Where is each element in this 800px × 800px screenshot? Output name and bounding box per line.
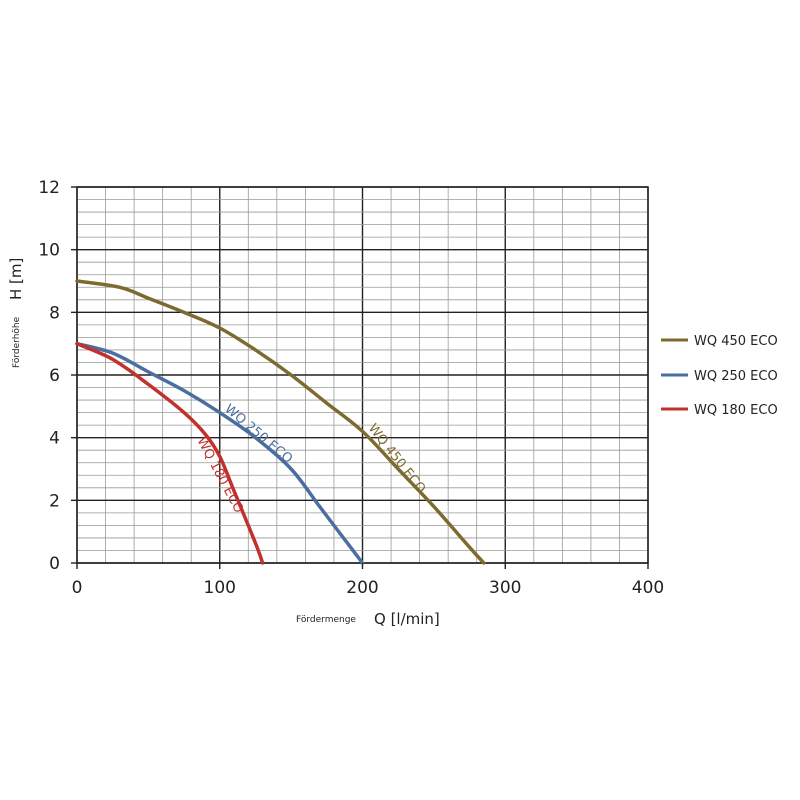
y-axis-label-prefix: Förderhöhe — [12, 316, 22, 368]
y-tick-label: 0 — [49, 554, 60, 574]
grid — [76, 186, 649, 564]
legend-label-wq250: WQ 250 ECO — [694, 369, 778, 384]
series-line-wq-180-eco — [75, 341, 265, 565]
x-axis-label-prefix: Fördermenge — [296, 615, 356, 625]
x-axis-label: Q [l/min] — [374, 610, 440, 628]
curve-labels: WQ 450 ECO WQ 250 ECO WQ 180 ECO — [193, 402, 428, 516]
x-tick-label: 300 — [489, 578, 521, 598]
x-tick-label: 400 — [632, 578, 664, 598]
curve-label-wq450: WQ 450 ECO — [365, 421, 428, 496]
curve-label-wq250: WQ 250 ECO — [221, 402, 295, 467]
y-tick-label: 10 — [38, 241, 60, 261]
x-tick-label: 0 — [72, 578, 83, 598]
legend-label-wq450: WQ 450 ECO — [694, 334, 778, 349]
y-tick-label: 12 — [38, 178, 60, 198]
y-tick-label: 8 — [49, 303, 60, 323]
legend-label-wq180: WQ 180 ECO — [694, 403, 778, 418]
series-line-wq-250-eco — [75, 341, 365, 565]
x-tick-label: 100 — [204, 578, 236, 598]
series-line-wq-450-eco — [75, 279, 486, 565]
y-axis-label: H [m] — [7, 258, 25, 300]
y-tick-label: 4 — [49, 429, 60, 449]
series-lines — [75, 279, 486, 565]
legend: WQ 450 ECO WQ 250 ECO WQ 180 ECO — [661, 334, 778, 418]
y-tick-label: 6 — [49, 366, 60, 386]
x-tick-label: 200 — [346, 578, 378, 598]
y-tick-label: 2 — [49, 491, 60, 511]
